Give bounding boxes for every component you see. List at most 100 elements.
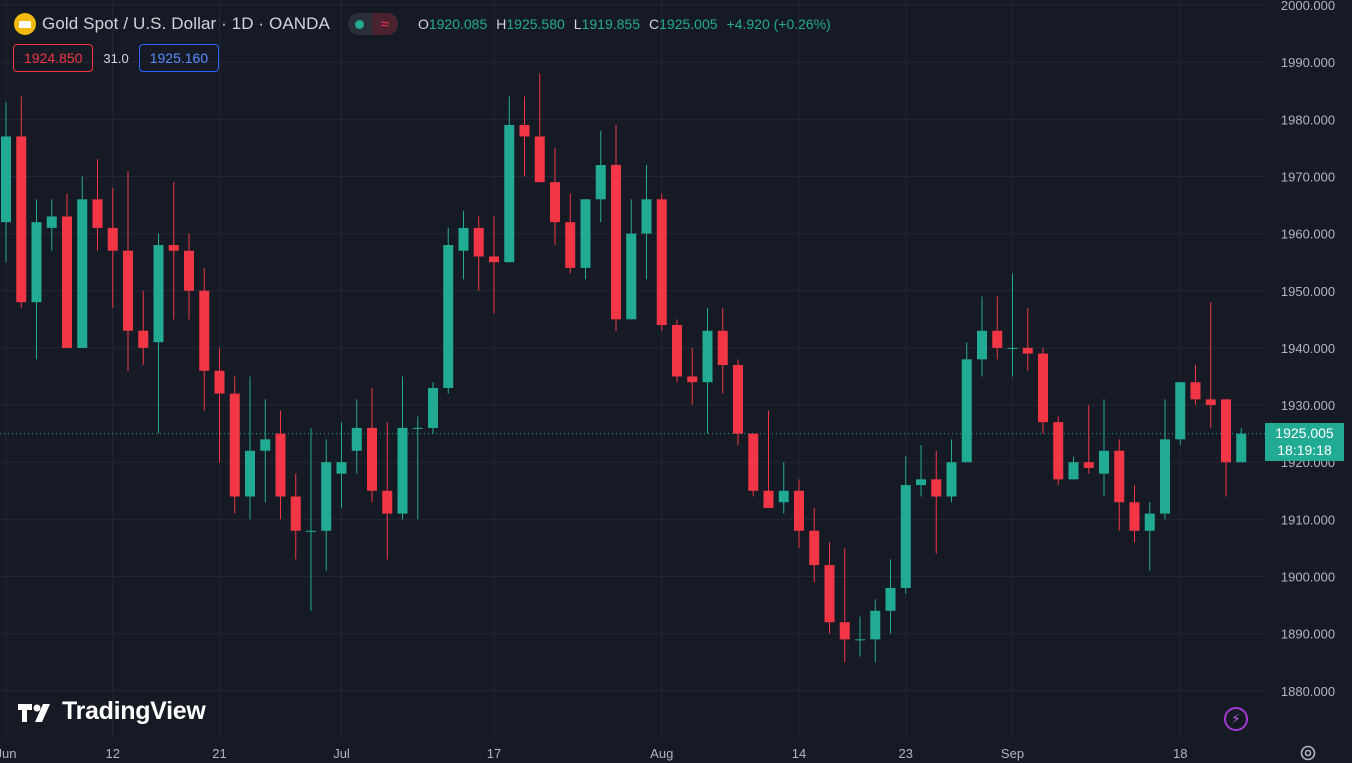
candle-body xyxy=(489,256,499,263)
candle-body xyxy=(107,227,118,251)
price-tick-label: 1910.000 xyxy=(1281,512,1335,527)
candle-body xyxy=(900,485,911,588)
candle-body xyxy=(778,490,789,503)
candle-body xyxy=(946,462,957,497)
candle-body xyxy=(77,199,88,348)
candle-body xyxy=(1083,462,1094,468)
candle-body xyxy=(885,587,896,611)
candle-body xyxy=(702,330,713,383)
open-label: O xyxy=(417,16,429,32)
price-tick-label: 1890.000 xyxy=(1281,627,1335,642)
candle-body xyxy=(92,199,103,228)
candle-body xyxy=(1068,462,1079,480)
candle-body xyxy=(214,370,225,394)
candle-body xyxy=(504,125,515,263)
candle-body xyxy=(916,479,926,486)
candle-body xyxy=(46,216,57,228)
candle-body xyxy=(580,199,591,268)
candle-body xyxy=(794,490,804,531)
candle-body xyxy=(961,359,972,463)
candle-body xyxy=(1053,422,1064,480)
candle-body xyxy=(1160,439,1170,514)
symbol-title[interactable]: Gold Spot / U.S. Dollar · 1D · OANDA xyxy=(42,14,330,33)
candle-body xyxy=(717,330,728,366)
low-value: 1919.855 xyxy=(581,16,640,32)
market-status-pill[interactable]: ≈ xyxy=(347,13,398,35)
price-tick-label: 1900.000 xyxy=(1281,570,1335,585)
sell-button[interactable]: 1924.850 xyxy=(13,44,94,72)
candles-layer[interactable] xyxy=(1,73,1247,663)
high-label: H xyxy=(496,16,507,32)
candle-body xyxy=(336,462,347,474)
price-tick-label: 1950.000 xyxy=(1281,284,1335,299)
candle-body xyxy=(184,250,194,291)
gold-bar-icon[interactable] xyxy=(14,13,36,35)
candle-body xyxy=(31,222,42,303)
buy-button[interactable]: 1925.160 xyxy=(138,44,220,72)
candle-body xyxy=(321,462,332,531)
time-tick-label: 14 xyxy=(792,746,806,761)
time-tick-label: 17 xyxy=(487,746,501,761)
candle-body xyxy=(229,393,240,497)
candle-body xyxy=(550,182,560,223)
current-price-value: 1925.005 xyxy=(1275,425,1334,441)
tradingview-logo-icon xyxy=(18,703,50,722)
price-tick-label: 1940.000 xyxy=(1281,341,1335,356)
price-tick-label: 1960.000 xyxy=(1281,227,1335,242)
candle-body xyxy=(275,433,286,497)
low-label: L xyxy=(573,16,582,32)
candle-body xyxy=(397,427,408,514)
logo-text: TradingView xyxy=(62,697,206,725)
candle-body xyxy=(565,222,576,268)
time-tick-label: 21 xyxy=(212,746,226,761)
time-tick-label: Jul xyxy=(333,746,350,761)
candle-body xyxy=(1236,433,1247,463)
candle-body xyxy=(992,330,1003,348)
time-tick-label: 23 xyxy=(899,746,913,761)
chart-grid xyxy=(0,0,1265,738)
candle-body xyxy=(519,125,530,137)
candle-body xyxy=(443,245,454,388)
candle-body xyxy=(763,490,774,508)
candle-body xyxy=(733,365,743,434)
time-tick-label: Sep xyxy=(1001,746,1024,761)
candle-body xyxy=(290,496,301,531)
price-tick-label: 2000.000 xyxy=(1281,0,1335,13)
candle-body xyxy=(1114,450,1125,503)
candle-body xyxy=(626,233,637,320)
candle-body xyxy=(153,245,164,343)
candle-body xyxy=(809,530,820,566)
candle-body xyxy=(672,325,682,377)
candle-body xyxy=(168,245,179,251)
candle-body xyxy=(62,216,72,348)
high-value: 1925.580 xyxy=(506,16,565,32)
settings-gear-icon[interactable] xyxy=(1298,743,1318,763)
candle-body xyxy=(1175,382,1186,440)
candle-body xyxy=(1038,353,1048,423)
time-tick-label: Aug xyxy=(650,746,673,761)
candle-body xyxy=(138,330,149,348)
open-value: 1920.085 xyxy=(428,16,488,32)
candle-body xyxy=(534,136,545,183)
candle-body xyxy=(245,450,255,497)
candle-body xyxy=(1144,513,1155,531)
price-tick-label: 1980.000 xyxy=(1281,112,1335,127)
time-tick-label: 12 xyxy=(106,746,120,761)
market-open-icon[interactable] xyxy=(348,13,372,35)
ohlc-values: O1920.085 H1925.580 L1919.855 C1925.005 … xyxy=(418,16,831,32)
wave-icon[interactable]: ≈ xyxy=(371,13,398,35)
close-label: C xyxy=(649,16,660,32)
time-tick-label: Jun xyxy=(0,746,16,761)
candle-body xyxy=(656,199,667,326)
price-axis[interactable]: 2000.000 1990.000 1980.000 1970.000 1960.000… xyxy=(1281,0,1335,699)
lightning-icon[interactable]: ⚡ xyxy=(1224,707,1248,731)
change-value: +4.920 (+0.26%) xyxy=(726,16,831,32)
candle-body xyxy=(839,622,850,640)
candle-body xyxy=(412,427,423,429)
bar-countdown: 18:19:18 xyxy=(1277,442,1332,458)
time-axis[interactable]: Jun 12 21 Jul 17 Aug 14 23 Sep 18 xyxy=(0,746,1187,761)
candle-body xyxy=(931,479,942,497)
candle-body xyxy=(367,427,377,491)
tradingview-logo[interactable]: TradingView xyxy=(16,697,206,726)
